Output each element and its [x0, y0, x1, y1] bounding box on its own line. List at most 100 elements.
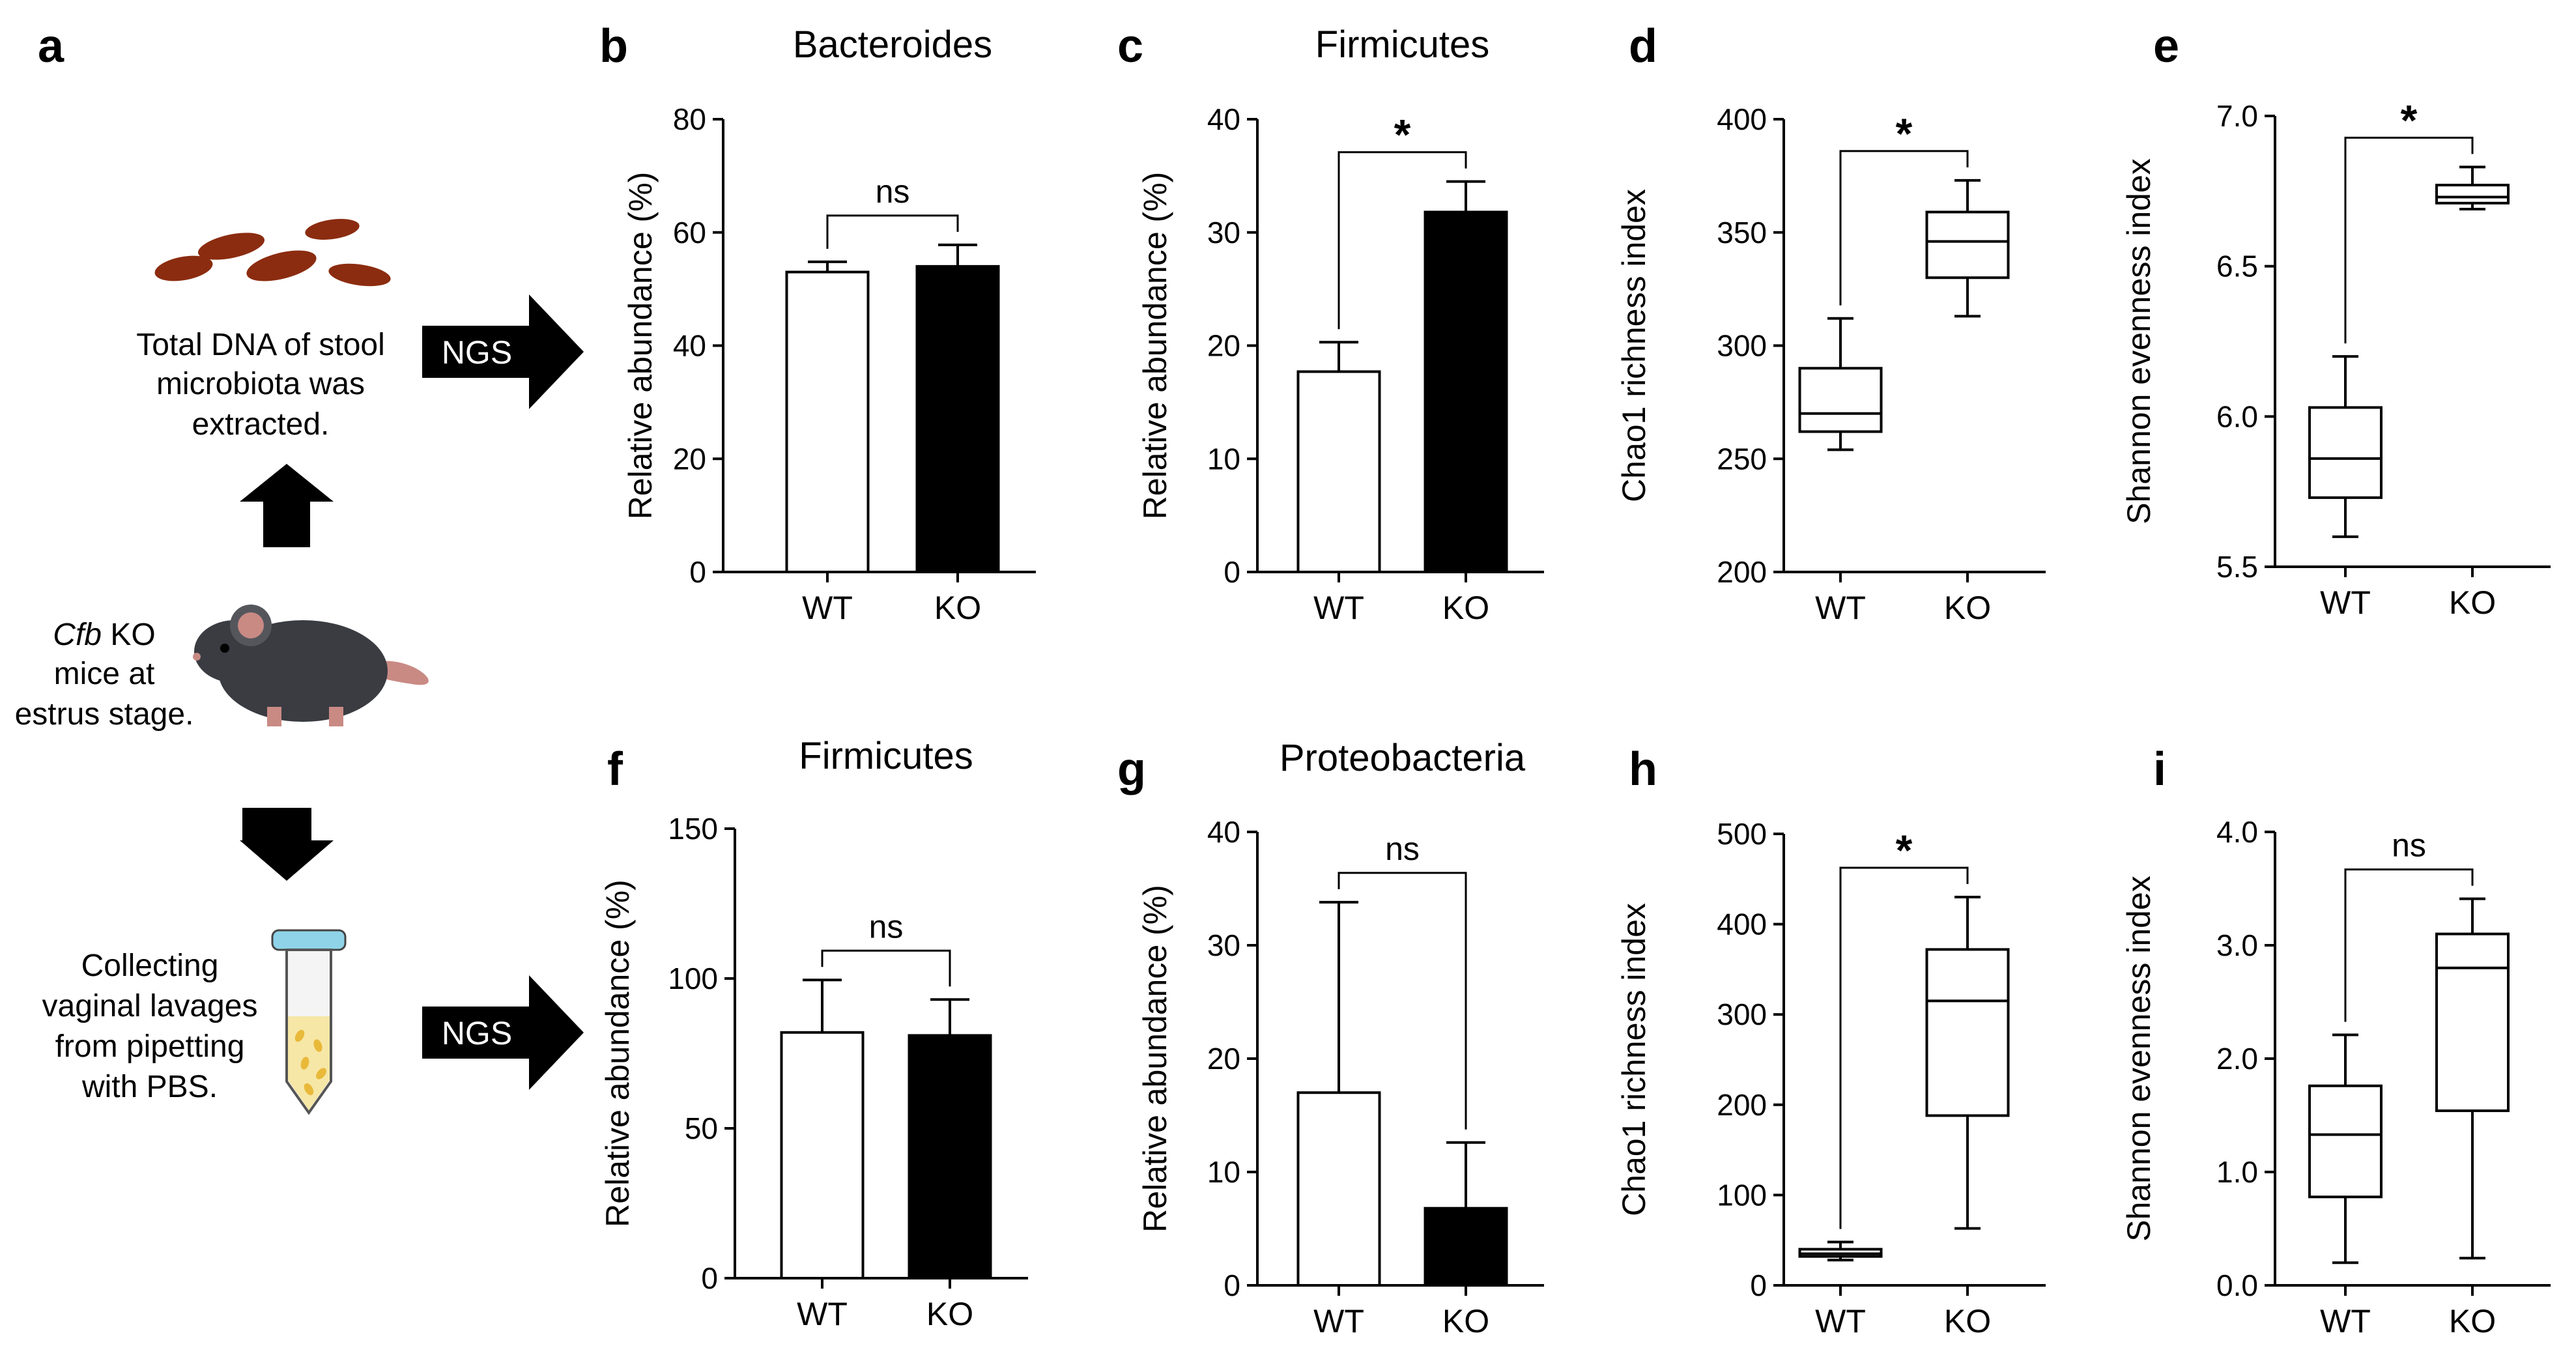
chart-title: Proteobacteria: [1280, 737, 1526, 779]
significance-label: *: [2401, 96, 2418, 144]
panel-letter: b: [599, 20, 628, 72]
y-tick-label: 300: [1717, 997, 1767, 1031]
significance-bracket: [1839, 866, 1969, 1229]
bar-ko: [1424, 210, 1508, 574]
chart-panel-h: h Chao1 richness index 0 100 200 300 400 500 WT K…: [1616, 743, 2046, 1339]
chart-panel-b: b Bacteroides Relative abundance (%) 0 20 40 6…: [599, 20, 1036, 626]
y-tick-label: 40: [673, 329, 706, 363]
tube-icon: [271, 929, 347, 1115]
x-tick-label: WT: [2320, 584, 2371, 621]
y-tick-label: 300: [1717, 329, 1767, 363]
significance-label: ns: [869, 908, 904, 945]
y-axis-label: Chao1 richness index: [1616, 903, 1652, 1216]
lavage-caption-line: vaginal lavages: [42, 989, 258, 1023]
x-tick-label: KO: [1944, 590, 1991, 626]
stool-caption-line: Total DNA of stool: [136, 328, 385, 362]
mouse-icon: [193, 605, 429, 726]
mouse-caption-line: Cfb KO: [53, 618, 155, 652]
stool-pieces: [154, 219, 391, 287]
chart-title: Bacteroides: [793, 23, 992, 66]
box-ko: [2435, 932, 2510, 1113]
y-tick-label: 10: [1207, 1155, 1240, 1189]
lavage-caption: Collecting vaginal lavages from pipettin…: [42, 949, 258, 1104]
panel-letter: h: [1629, 743, 1657, 795]
stool-caption-line: microbiota was: [156, 367, 365, 401]
significance-label: ns: [1385, 831, 1420, 867]
y-tick-label: 0: [1224, 555, 1240, 589]
y-tick-label: 0.0: [2216, 1268, 2258, 1302]
y-tick-label: 40: [1207, 102, 1240, 136]
y-tick-label: 50: [685, 1111, 718, 1145]
y-tick-label: 6.5: [2216, 250, 2258, 283]
bar-wt: [780, 1031, 865, 1280]
bar-wt: [785, 270, 870, 573]
y-tick-label: 0: [689, 555, 706, 589]
bar-wt: [1296, 370, 1381, 574]
y-tick-label: 20: [1207, 1042, 1240, 1076]
y-tick-label: 150: [668, 812, 718, 846]
y-tick-label: 40: [1207, 815, 1240, 849]
stool-piece: [328, 263, 391, 287]
y-tick-label: 10: [1207, 442, 1240, 476]
y-tick-label: 350: [1717, 216, 1767, 250]
y-tick-label: 200: [1717, 1088, 1767, 1122]
y-tick-label: 6.0: [2216, 399, 2258, 433]
y-axis-label: Relative abundance (%): [599, 879, 636, 1227]
y-tick-label: 400: [1717, 102, 1767, 136]
panel-letter: g: [1117, 743, 1146, 795]
y-tick-label: 20: [673, 442, 706, 476]
y-tick-label: 0: [701, 1261, 718, 1295]
y-tick-label: 80: [673, 102, 706, 136]
ngs-label: NGS: [442, 334, 512, 371]
panel-letter: f: [607, 743, 623, 795]
significance-label: ns: [2392, 827, 2426, 864]
box-wt: [2308, 1084, 2383, 1199]
panel-letter: d: [1629, 20, 1657, 72]
lavage-caption-line: from pipetting: [55, 1029, 245, 1064]
y-axis-label: Chao1 richness index: [1616, 189, 1652, 502]
significance-label: *: [1896, 109, 1913, 158]
y-axis-label: Shannon evenness index: [2121, 158, 2157, 524]
x-tick-label: KO: [2449, 1303, 2496, 1339]
box-ko: [2435, 184, 2510, 205]
bar-wt: [1296, 1091, 1381, 1287]
ngs-arrow-top: NGS: [422, 294, 584, 409]
y-tick-label: 100: [1717, 1178, 1767, 1212]
panel-letter: c: [1117, 20, 1143, 72]
bar-ko: [908, 1034, 992, 1280]
x-tick-label: KO: [1944, 1303, 1991, 1339]
x-tick-label: KO: [2449, 584, 2496, 621]
x-tick-label: WT: [797, 1296, 848, 1332]
ngs-arrow-bottom: NGS: [422, 975, 584, 1090]
x-tick-label: WT: [1313, 590, 1364, 626]
workflow-panel: a Total DNA of stool microbiota was extr…: [15, 20, 584, 1115]
box-ko: [1925, 210, 2010, 279]
x-tick-label: KO: [934, 590, 981, 626]
y-tick-label: 0: [1750, 1268, 1767, 1302]
y-tick-label: 5.5: [2216, 550, 2258, 584]
chart-panel-i: i Shannon evenness index 0.0 1.0 2.0 3.0 4.0 WT…: [2121, 743, 2551, 1339]
chart-panel-d: d Chao1 richness index 200 250 300 350 400 WT KO…: [1616, 20, 2046, 626]
stool-piece: [154, 255, 213, 281]
x-tick-label: KO: [926, 1296, 973, 1332]
stool-piece: [246, 250, 317, 281]
chart-title: Firmicutes: [1315, 23, 1489, 66]
chart-panel-f: f Firmicutes Relative abundance (%) 0 50 100 1…: [599, 735, 1028, 1332]
significance-label: *: [1394, 111, 1411, 159]
box-wt: [2308, 406, 2383, 499]
y-axis-label: Shannon evenness index: [2121, 876, 2157, 1242]
y-tick-label: 7.0: [2216, 99, 2258, 133]
arrow-right-icon: [422, 975, 584, 1090]
y-tick-label: 3.0: [2216, 928, 2258, 962]
y-tick-label: 0: [1224, 1268, 1240, 1302]
y-axis-label: Relative abundance (%): [1137, 885, 1173, 1233]
panel-letter: e: [2153, 20, 2179, 72]
y-tick-label: 100: [668, 962, 718, 995]
stool-caption-line: extracted.: [192, 407, 330, 442]
box-ko: [1925, 948, 2010, 1117]
x-tick-label: WT: [1313, 1303, 1364, 1339]
chart-panel-c: c Firmicutes Relative abundance (%) 0 10 20 30…: [1117, 20, 1544, 626]
bar-ko: [1424, 1207, 1508, 1287]
x-tick-label: KO: [1442, 1303, 1489, 1339]
chart-panel-e: e Shannon evenness index 5.5 6.0 6.5 7.0 WT KO *: [2121, 20, 2551, 621]
